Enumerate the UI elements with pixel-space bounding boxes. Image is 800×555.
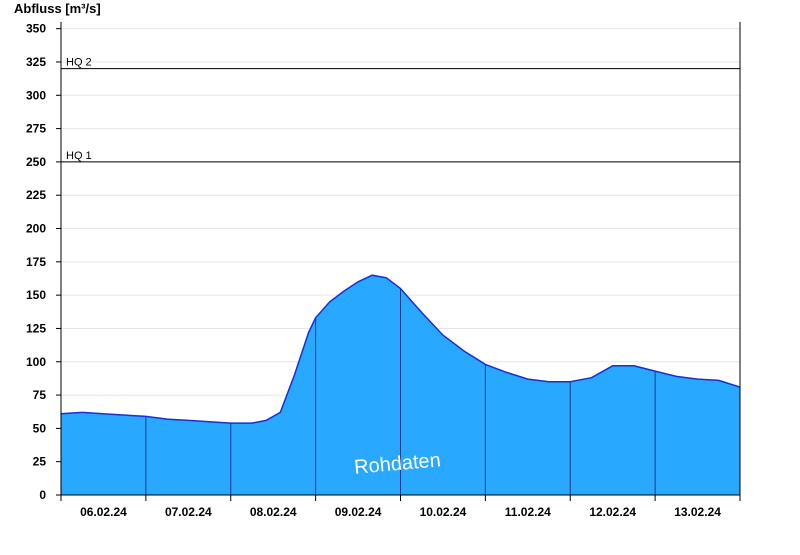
y-tick-label: 200 [26,222,46,236]
x-tick-label: 08.02.24 [250,505,297,519]
y-tick-label: 325 [26,55,46,69]
y-tick-label: 350 [26,22,46,36]
y-tick-label: 100 [26,355,46,369]
y-tick-label: 25 [33,455,47,469]
x-tick-label: 06.02.24 [80,505,127,519]
x-tick-label: 11.02.24 [505,505,551,519]
y-tick-label: 250 [26,155,46,169]
discharge-line [60,274,741,424]
x-tick-label: 09.02.24 [335,505,382,519]
y-tick-label: 50 [33,421,47,435]
y-tick-label: 0 [39,488,46,502]
x-tick-label: 13.02.24 [674,505,721,519]
x-tick-label: 07.02.24 [165,505,212,519]
x-tick-label: 12.02.24 [589,505,636,519]
y-tick-label: 300 [26,88,46,102]
y-tick-label: 75 [33,388,47,402]
y-tick-label: 125 [26,321,46,335]
y-axis-label: Abfluss [m³/s] [14,1,101,16]
y-tick-label: 275 [26,122,46,136]
y-tick-label: 225 [26,188,46,202]
x-tick-label: 10.02.24 [420,505,467,519]
reference-line-label: HQ 1 [66,150,92,162]
y-tick-label: 175 [26,255,46,269]
y-tick-label: 150 [26,288,46,302]
reference-line-label: HQ 2 [66,57,92,69]
